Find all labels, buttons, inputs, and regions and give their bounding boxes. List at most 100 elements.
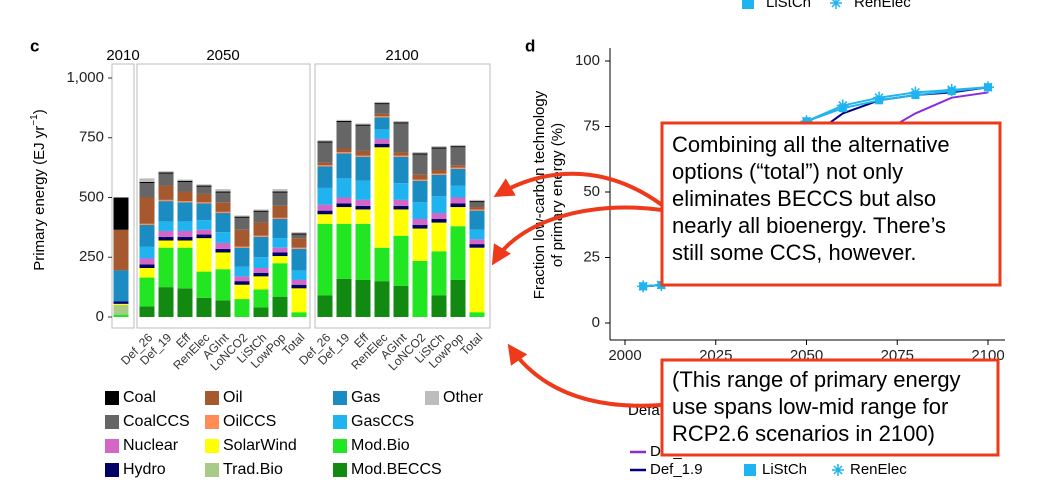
bar-segment [158,185,174,200]
facet-label: 2100 [385,47,418,64]
bar-segment [196,186,212,194]
bar-segment [139,197,155,224]
bar-segment [355,199,371,206]
bar-segment [177,221,193,231]
bar-segment [355,124,371,126]
point [800,115,813,128]
callout-text: RCP2.6 scenarios in 2100) [672,421,935,446]
legend-swatch [105,391,119,405]
bar-segment [139,277,155,307]
bar-segment [158,247,174,288]
point [945,83,958,96]
bar-segment [291,288,307,313]
point [982,81,994,94]
bar-segment [253,211,269,223]
legend-label: LiStCh [766,0,811,11]
bar-segment [393,205,409,210]
bar-segment [336,203,352,208]
bar-segment [374,113,390,117]
bar-segment [412,219,428,225]
callout-text: use spans low-mid range for [672,394,948,419]
bar-segment [272,191,288,193]
bar-segment [158,201,174,222]
bar-segment [469,247,485,313]
bar-segment [139,268,155,278]
bar-segment [469,199,485,202]
bar-segment [355,180,371,200]
legend-label: Hydro [123,461,166,478]
legend-swatch [205,439,219,453]
bar-segment [139,246,155,259]
bar-segment [469,207,485,210]
bar-segment [139,178,155,182]
bar-segment [317,223,333,296]
bar-segment [139,181,155,184]
bar-segment [317,214,333,224]
bar-segment [253,276,269,290]
bar-segment [272,247,288,253]
bar-segment [234,247,250,267]
bar-segment [113,270,129,302]
bar-segment [177,201,193,203]
legend-swatch [830,0,842,9]
bar-segment [291,232,307,234]
bar-segment [374,101,390,104]
bar-segment [393,156,409,184]
bar-segment [469,210,485,230]
bar-segment [234,217,250,230]
bar-segment [291,233,307,235]
bar-segment [272,252,288,257]
y-tick-label: 75 [583,117,600,134]
y-label-end: ) [31,109,48,114]
legend-label: Coal [123,389,156,406]
bar-segment [158,236,174,241]
bar-segment [393,155,409,157]
bar-segment [317,165,333,167]
bar-segment [393,123,409,153]
bar-segment [336,197,352,204]
bar-segment [291,248,307,271]
bar-segment [336,153,352,179]
bar-segment [317,187,333,205]
y-tick-label: 1,000 [66,69,104,86]
bar-segment [450,203,466,208]
facet-label: 2010 [106,47,139,64]
bar-segment [234,276,250,282]
bar-segment [158,230,174,237]
y-label-sup: −1 [29,114,40,126]
legend-swatch [333,415,347,429]
bar-segment [336,119,352,122]
bar-segment [393,285,409,317]
bar-segment [158,240,174,248]
legend-label: RenElec [850,461,907,478]
y-axis-label: Primary energy (EJ yr−1) [29,109,48,270]
bar-segment [272,192,288,206]
bar-segment [431,213,447,220]
bar-segment [272,189,288,192]
bar-segment [234,266,250,277]
bar-segment [158,173,174,186]
bar-segment [291,234,307,239]
bar-segment [412,202,428,220]
bar-segment [393,121,409,123]
bar-segment [412,152,428,154]
bar-segment [291,279,307,285]
bar-segment [253,236,269,258]
bar-segment [177,202,193,222]
facet-frame [136,63,311,329]
panel-c: c Primary energy (EJ yr−1) 0 250 500 750 1,0… [29,36,491,478]
callout-text: nearly all bioenergy. There’s [672,213,946,238]
bar-segment [355,279,371,317]
bar-segment [412,180,428,203]
bar-segment [450,165,466,168]
bar-segment [374,103,390,105]
point [909,86,922,99]
bar-segment [431,147,447,149]
bar-segment [272,217,288,220]
bar-segment [196,203,212,221]
y-tick-label: 50 [583,183,600,200]
bar-segment [431,219,447,223]
bar-segment [158,199,174,202]
bar-segment [253,222,269,236]
